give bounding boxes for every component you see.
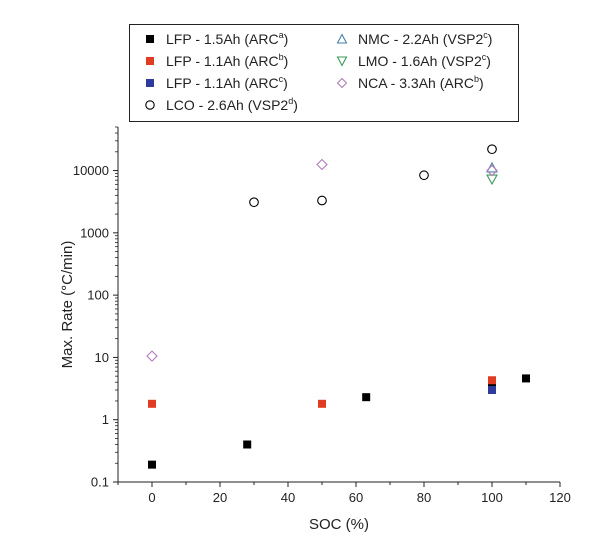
legend-item-3: LFP - 1.1Ah (ARCc) xyxy=(144,73,288,93)
legend-marker-5 xyxy=(336,33,348,44)
y-tick-label: 100 xyxy=(87,288,109,303)
x-axis-label: SOC (%) xyxy=(309,516,369,533)
data-point xyxy=(488,381,496,390)
data-marks xyxy=(146,144,530,469)
data-point xyxy=(362,393,371,402)
x-tick-label: 80 xyxy=(417,490,431,505)
x-tick-label: 40 xyxy=(281,490,295,505)
x-tick-label: 60 xyxy=(349,490,363,505)
legend-marker-1 xyxy=(146,35,154,43)
legend-item-5: NMC - 2.2Ah (VSP2c) xyxy=(336,29,492,49)
legend-item-4: LCO - 2.6Ah (VSP2d) xyxy=(144,95,298,115)
legend-label-7: NCA - 3.3Ah (ARCb) xyxy=(358,74,484,92)
legend: LFP - 1.5Ah (ARCa) LFP - 1.1Ah (ARCb) LF… xyxy=(129,24,519,122)
y-tick-label: 1 xyxy=(102,412,109,427)
series-5 xyxy=(486,161,498,173)
legend-item-6: LMO - 1.6Ah (VSP2c) xyxy=(336,51,491,71)
series-4 xyxy=(249,144,497,208)
x-tick-label: 0 xyxy=(148,490,155,505)
y-tick-label: 10 xyxy=(95,350,109,365)
data-point xyxy=(318,399,326,408)
legend-label-1: LFP - 1.5Ah (ARCa) xyxy=(166,30,289,48)
data-point xyxy=(243,440,252,449)
data-point xyxy=(419,170,429,181)
x-tick-label: 120 xyxy=(549,490,571,505)
data-point xyxy=(317,195,327,206)
y-tick-label: 1000 xyxy=(80,225,109,240)
y-tick-label: 10000 xyxy=(73,163,109,178)
data-point xyxy=(486,164,498,177)
data-point xyxy=(486,161,498,173)
data-point xyxy=(146,350,158,362)
legend-marker-3 xyxy=(146,79,154,87)
legend-label-5: NMC - 2.2Ah (VSP2c) xyxy=(358,30,493,48)
data-point xyxy=(316,158,328,171)
axes: 0 20 40 60 80 100 120 0.1 1 10 100 1000 10000 SOC (%)… xyxy=(59,126,571,533)
legend-marker-4 xyxy=(145,100,155,110)
legend-label-2: LFP - 1.1Ah (ARCb) xyxy=(166,52,289,70)
legend-label-3: LFP - 1.1Ah (ARCc) xyxy=(166,74,288,92)
legend-item-1: LFP - 1.5Ah (ARCa) xyxy=(144,29,288,49)
data-point xyxy=(486,174,498,186)
legend-marker-7 xyxy=(336,77,348,89)
series-1 xyxy=(148,374,530,469)
data-point xyxy=(487,144,497,155)
x-tick-label: 100 xyxy=(481,490,503,505)
data-point xyxy=(249,197,259,208)
legend-item-2: LFP - 1.1Ah (ARCb) xyxy=(144,51,288,71)
series-6 xyxy=(486,174,498,186)
legend-item-7: NCA - 3.3Ah (ARCb) xyxy=(336,73,484,93)
data-point xyxy=(488,376,496,385)
x-tick-label: 20 xyxy=(213,490,227,505)
legend-marker-6 xyxy=(336,56,348,67)
data-point xyxy=(148,460,156,469)
legend-label-4: LCO - 2.6Ah (VSP2d) xyxy=(166,96,298,114)
series-2 xyxy=(148,376,496,408)
legend-marker-2 xyxy=(146,57,154,65)
data-point xyxy=(522,374,530,383)
y-axis-label: Max. Rate (°C/min) xyxy=(59,241,76,369)
data-point xyxy=(488,385,496,394)
data-point xyxy=(148,399,156,408)
legend-label-6: LMO - 1.6Ah (VSP2c) xyxy=(358,52,491,70)
series-7 xyxy=(146,158,498,362)
series-3 xyxy=(488,385,496,394)
y-tick-label: 0.1 xyxy=(91,475,109,490)
